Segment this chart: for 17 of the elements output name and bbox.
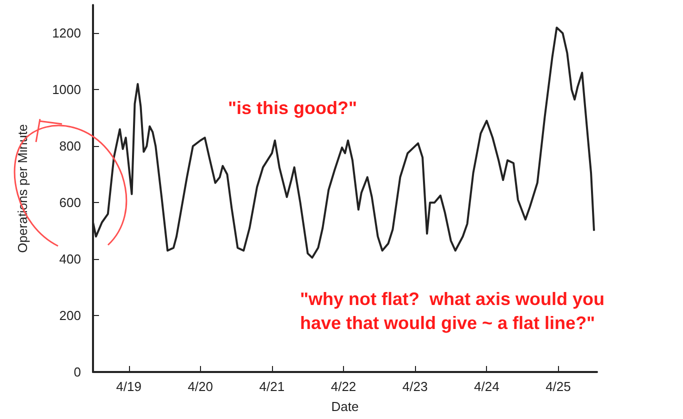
y-tick-label: 600 — [59, 195, 81, 210]
annotation: "is this good?" — [228, 98, 358, 118]
y-tick-label: 800 — [59, 138, 81, 154]
y-tick-label: 200 — [59, 308, 81, 324]
x-tick-label: 4/22 — [330, 379, 356, 394]
y-tick-label: 1200 — [52, 26, 81, 41]
x-axis-title: Date — [331, 399, 359, 414]
y-tick-label: 1000 — [52, 82, 81, 98]
x-tick-label: 4/20 — [188, 379, 214, 394]
y-tick-label: 0 — [74, 364, 81, 380]
x-tick-label: 4/23 — [402, 379, 428, 394]
x-tick-label: 4/19 — [116, 379, 142, 394]
y-tick-label: 400 — [59, 252, 81, 267]
x-tick-label: 4/24 — [474, 379, 500, 394]
annotation: "why not flat? what axis would you have that would give ~ a flat line?" — [300, 289, 605, 333]
x-tick-label: 4/21 — [259, 379, 285, 394]
x-tick-label: 4/25 — [546, 379, 571, 394]
